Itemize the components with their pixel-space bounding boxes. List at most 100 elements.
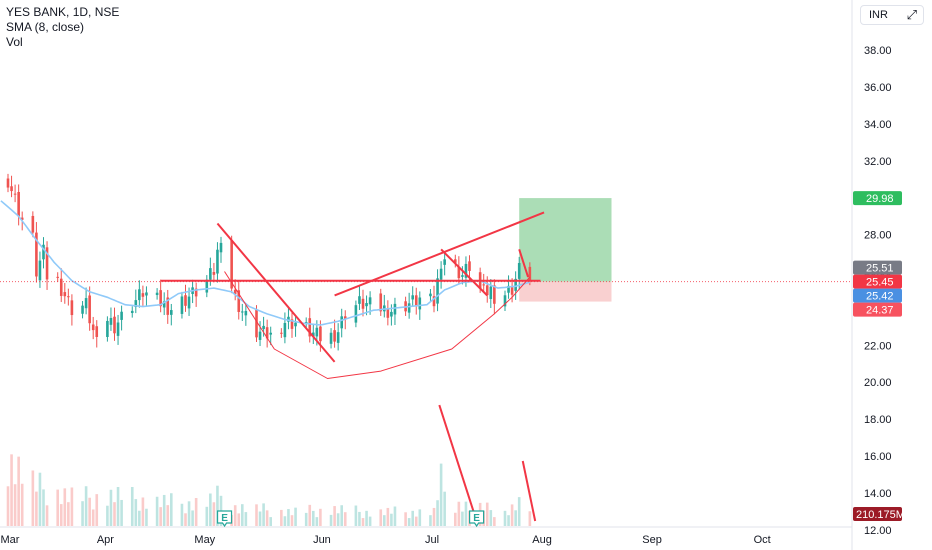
candle-body[interactable]: [312, 332, 315, 337]
candle-body[interactable]: [258, 331, 262, 340]
candle-body[interactable]: [95, 326, 99, 337]
candle-body[interactable]: [59, 278, 63, 296]
candle-body[interactable]: [38, 260, 42, 281]
candle-body[interactable]: [439, 268, 443, 280]
candle-body[interactable]: [70, 300, 74, 316]
candle-body[interactable]: [255, 309, 258, 338]
candle-body[interactable]: [88, 295, 91, 324]
candle-body[interactable]: [134, 300, 138, 308]
candle-body[interactable]: [81, 305, 84, 314]
candle-body[interactable]: [411, 295, 414, 300]
volume-value-tag[interactable]: [853, 507, 902, 521]
symbol-title[interactable]: YES BANK, 1D, NSE: [6, 5, 120, 19]
candle-body[interactable]: [233, 289, 237, 295]
candle-body[interactable]: [265, 327, 269, 339]
candle-body[interactable]: [432, 296, 436, 307]
candle-body[interactable]: [13, 193, 17, 195]
trend-line[interactable]: [440, 248, 488, 297]
entry-price-tag[interactable]: [853, 274, 902, 289]
cup-curve[interactable]: [224, 271, 531, 379]
candle-body[interactable]: [10, 186, 13, 192]
candle-body[interactable]: [482, 284, 485, 286]
candle-body[interactable]: [159, 290, 162, 307]
candle-body[interactable]: [418, 297, 422, 310]
candle-body[interactable]: [35, 232, 38, 277]
candle-body[interactable]: [145, 292, 148, 296]
trend-line[interactable]: [334, 211, 545, 297]
trend-line[interactable]: [216, 222, 336, 363]
candle-body[interactable]: [414, 295, 418, 306]
candle-body[interactable]: [507, 285, 510, 293]
candle-body[interactable]: [503, 295, 507, 307]
candle-body[interactable]: [361, 298, 365, 309]
candle-body[interactable]: [294, 322, 297, 327]
candle-body[interactable]: [368, 297, 372, 305]
candle-body[interactable]: [187, 296, 191, 309]
candle-body[interactable]: [17, 191, 20, 217]
candle-body[interactable]: [56, 276, 59, 278]
candle-body[interactable]: [116, 322, 120, 336]
candle-body[interactable]: [180, 296, 184, 314]
candle-body[interactable]: [63, 292, 67, 297]
expand-icon[interactable]: ⤢: [906, 7, 917, 22]
candle-body[interactable]: [315, 327, 319, 337]
candle-body[interactable]: [205, 279, 209, 293]
sma-price-tag[interactable]: [853, 288, 902, 303]
candle-body[interactable]: [109, 317, 113, 325]
volume-trend-line[interactable]: [438, 404, 478, 522]
candle-body[interactable]: [457, 266, 461, 279]
candle-body[interactable]: [461, 275, 464, 277]
sma-line[interactable]: [0, 200, 531, 326]
candle-body[interactable]: [358, 296, 361, 304]
candle-body[interactable]: [336, 332, 340, 343]
candle-body[interactable]: [287, 316, 290, 322]
earnings-marker[interactable]: [216, 510, 233, 528]
candle-body[interactable]: [67, 296, 70, 298]
candle-body[interactable]: [194, 288, 198, 297]
candle-body[interactable]: [120, 311, 123, 320]
candle-body[interactable]: [407, 303, 411, 313]
candle-body[interactable]: [244, 310, 248, 316]
candle-body[interactable]: [241, 311, 244, 313]
candle-body[interactable]: [113, 316, 116, 334]
candle-body[interactable]: [493, 285, 496, 304]
candle-body[interactable]: [510, 287, 514, 295]
candle-body[interactable]: [138, 289, 141, 301]
candle-body[interactable]: [237, 290, 241, 312]
candle-body[interactable]: [340, 316, 343, 329]
candle-body[interactable]: [333, 330, 336, 342]
candle-body[interactable]: [464, 263, 468, 278]
candle-body[interactable]: [443, 259, 446, 265]
volume-legend[interactable]: Vol: [6, 35, 23, 49]
candle-body[interactable]: [379, 293, 383, 312]
candle-body[interactable]: [514, 278, 517, 291]
trend-line[interactable]: [518, 249, 530, 278]
candle-body[interactable]: [283, 322, 287, 338]
stop-price-tag[interactable]: [853, 302, 902, 317]
candle-body[interactable]: [329, 332, 333, 344]
candle-body[interactable]: [84, 298, 88, 309]
target-price-tag[interactable]: [853, 191, 902, 206]
candle-body[interactable]: [393, 303, 397, 315]
candle-body[interactable]: [280, 332, 283, 334]
candle-body[interactable]: [20, 217, 24, 220]
candle-body[interactable]: [262, 325, 265, 330]
candle-body[interactable]: [343, 316, 347, 319]
candle-body[interactable]: [354, 305, 358, 323]
candle-body[interactable]: [489, 286, 493, 299]
candle-body[interactable]: [365, 303, 368, 307]
candle-body[interactable]: [386, 309, 390, 318]
candle-body[interactable]: [269, 332, 272, 335]
candle-body[interactable]: [91, 324, 95, 331]
candle-body[interactable]: [436, 278, 439, 304]
candle-body[interactable]: [219, 242, 223, 253]
candle-body[interactable]: [42, 244, 45, 260]
candle-body[interactable]: [162, 301, 166, 308]
candle-body[interactable]: [6, 178, 10, 188]
candle-body[interactable]: [212, 271, 216, 275]
candle-body[interactable]: [485, 285, 489, 296]
sma-legend[interactable]: SMA (8, close): [6, 20, 85, 34]
candle-body[interactable]: [141, 293, 145, 297]
volume-trend-line[interactable]: [521, 460, 537, 522]
candle-body[interactable]: [45, 247, 49, 280]
